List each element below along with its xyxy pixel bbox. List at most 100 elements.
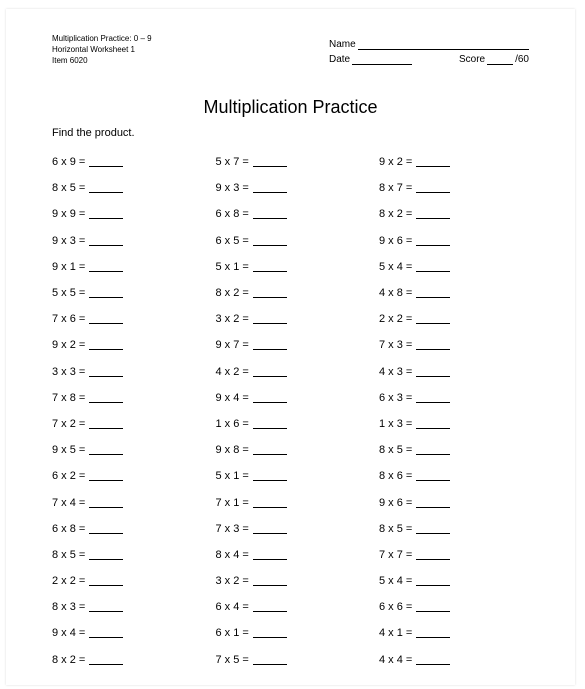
answer-blank[interactable] — [253, 157, 287, 167]
answer-blank[interactable] — [253, 655, 287, 665]
problem: 9 x 6 = — [379, 228, 529, 254]
answer-blank[interactable] — [89, 550, 123, 560]
answer-blank[interactable] — [89, 445, 123, 455]
problem-expression: 4 x 3 = — [379, 366, 412, 378]
answer-blank[interactable] — [416, 445, 450, 455]
answer-blank[interactable] — [89, 367, 123, 377]
answer-blank[interactable] — [89, 471, 123, 481]
answer-blank[interactable] — [253, 393, 287, 403]
problem-expression: 6 x 5 = — [216, 235, 249, 247]
answer-blank[interactable] — [416, 314, 450, 324]
problem: 9 x 2 = — [379, 149, 529, 175]
answer-blank[interactable] — [416, 340, 450, 350]
answer-blank[interactable] — [253, 419, 287, 429]
date-blank[interactable] — [352, 55, 412, 65]
answer-blank[interactable] — [253, 628, 287, 638]
problem-expression: 9 x 1 = — [52, 261, 85, 273]
answer-blank[interactable] — [253, 367, 287, 377]
answer-blank[interactable] — [89, 419, 123, 429]
answer-blank[interactable] — [89, 340, 123, 350]
problem: 9 x 3 = — [52, 228, 202, 254]
problem: 9 x 6 = — [379, 489, 529, 515]
problem: 8 x 4 = — [216, 542, 366, 568]
answer-blank[interactable] — [253, 576, 287, 586]
answer-blank[interactable] — [89, 498, 123, 508]
answer-blank[interactable] — [416, 393, 450, 403]
answer-blank[interactable] — [89, 602, 123, 612]
answer-blank[interactable] — [253, 471, 287, 481]
answer-blank[interactable] — [253, 445, 287, 455]
problem-expression: 5 x 4 = — [379, 575, 412, 587]
answer-blank[interactable] — [416, 471, 450, 481]
answer-blank[interactable] — [253, 209, 287, 219]
answer-blank[interactable] — [89, 183, 123, 193]
answer-blank[interactable] — [416, 602, 450, 612]
name-blank[interactable] — [358, 40, 529, 50]
answer-blank[interactable] — [253, 262, 287, 272]
answer-blank[interactable] — [253, 550, 287, 560]
problems-grid: 6 x 9 =8 x 5 =9 x 9 =9 x 3 =9 x 1 =5 x 5… — [52, 149, 529, 665]
problem: 2 x 2 = — [52, 568, 202, 594]
answer-blank[interactable] — [89, 157, 123, 167]
answer-blank[interactable] — [89, 209, 123, 219]
answer-blank[interactable] — [416, 628, 450, 638]
answer-blank[interactable] — [89, 576, 123, 586]
problem: 1 x 6 = — [216, 411, 366, 437]
problem-expression: 8 x 7 = — [379, 182, 412, 194]
answer-blank[interactable] — [253, 288, 287, 298]
answer-blank[interactable] — [89, 655, 123, 665]
answer-blank[interactable] — [416, 288, 450, 298]
problem: 7 x 5 = — [216, 647, 366, 673]
answer-blank[interactable] — [253, 236, 287, 246]
answer-blank[interactable] — [416, 183, 450, 193]
answer-blank[interactable] — [416, 498, 450, 508]
problem: 8 x 2 = — [379, 201, 529, 227]
problem-expression: 9 x 6 = — [379, 497, 412, 509]
problem-expression: 9 x 3 = — [216, 182, 249, 194]
answer-blank[interactable] — [89, 524, 123, 534]
answer-blank[interactable] — [253, 602, 287, 612]
answer-blank[interactable] — [416, 367, 450, 377]
problem: 8 x 2 = — [52, 647, 202, 673]
answer-blank[interactable] — [89, 628, 123, 638]
score-blank[interactable] — [487, 55, 513, 65]
problem-expression: 9 x 8 = — [216, 444, 249, 456]
answer-blank[interactable] — [416, 157, 450, 167]
name-label: Name — [329, 39, 356, 50]
answer-blank[interactable] — [89, 314, 123, 324]
answer-blank[interactable] — [416, 236, 450, 246]
answer-blank[interactable] — [416, 550, 450, 560]
answer-blank[interactable] — [416, 262, 450, 272]
problem: 4 x 2 = — [216, 359, 366, 385]
answer-blank[interactable] — [416, 655, 450, 665]
answer-blank[interactable] — [253, 183, 287, 193]
problem-expression: 5 x 7 = — [216, 156, 249, 168]
problem: 6 x 8 = — [52, 516, 202, 542]
problem-expression: 3 x 3 = — [52, 366, 85, 378]
answer-blank[interactable] — [253, 314, 287, 324]
answer-blank[interactable] — [253, 498, 287, 508]
problem-expression: 9 x 2 = — [379, 156, 412, 168]
problem: 7 x 4 = — [52, 489, 202, 515]
problem: 9 x 8 = — [216, 437, 366, 463]
answer-blank[interactable] — [89, 236, 123, 246]
problem-expression: 4 x 1 = — [379, 627, 412, 639]
problem: 6 x 3 = — [379, 385, 529, 411]
answer-blank[interactable] — [416, 419, 450, 429]
answer-blank[interactable] — [89, 262, 123, 272]
answer-blank[interactable] — [416, 209, 450, 219]
problem: 9 x 4 = — [216, 385, 366, 411]
answer-blank[interactable] — [416, 524, 450, 534]
problem-expression: 8 x 2 = — [216, 287, 249, 299]
problem-expression: 9 x 3 = — [52, 235, 85, 247]
answer-blank[interactable] — [89, 288, 123, 298]
header-line-2: Horizontal Worksheet 1 — [52, 45, 152, 56]
answer-blank[interactable] — [253, 340, 287, 350]
problem: 7 x 2 = — [52, 411, 202, 437]
answer-blank[interactable] — [416, 576, 450, 586]
answer-blank[interactable] — [89, 393, 123, 403]
problem-expression: 8 x 6 = — [379, 470, 412, 482]
problem: 7 x 1 = — [216, 489, 366, 515]
problem: 8 x 5 = — [379, 516, 529, 542]
answer-blank[interactable] — [253, 524, 287, 534]
